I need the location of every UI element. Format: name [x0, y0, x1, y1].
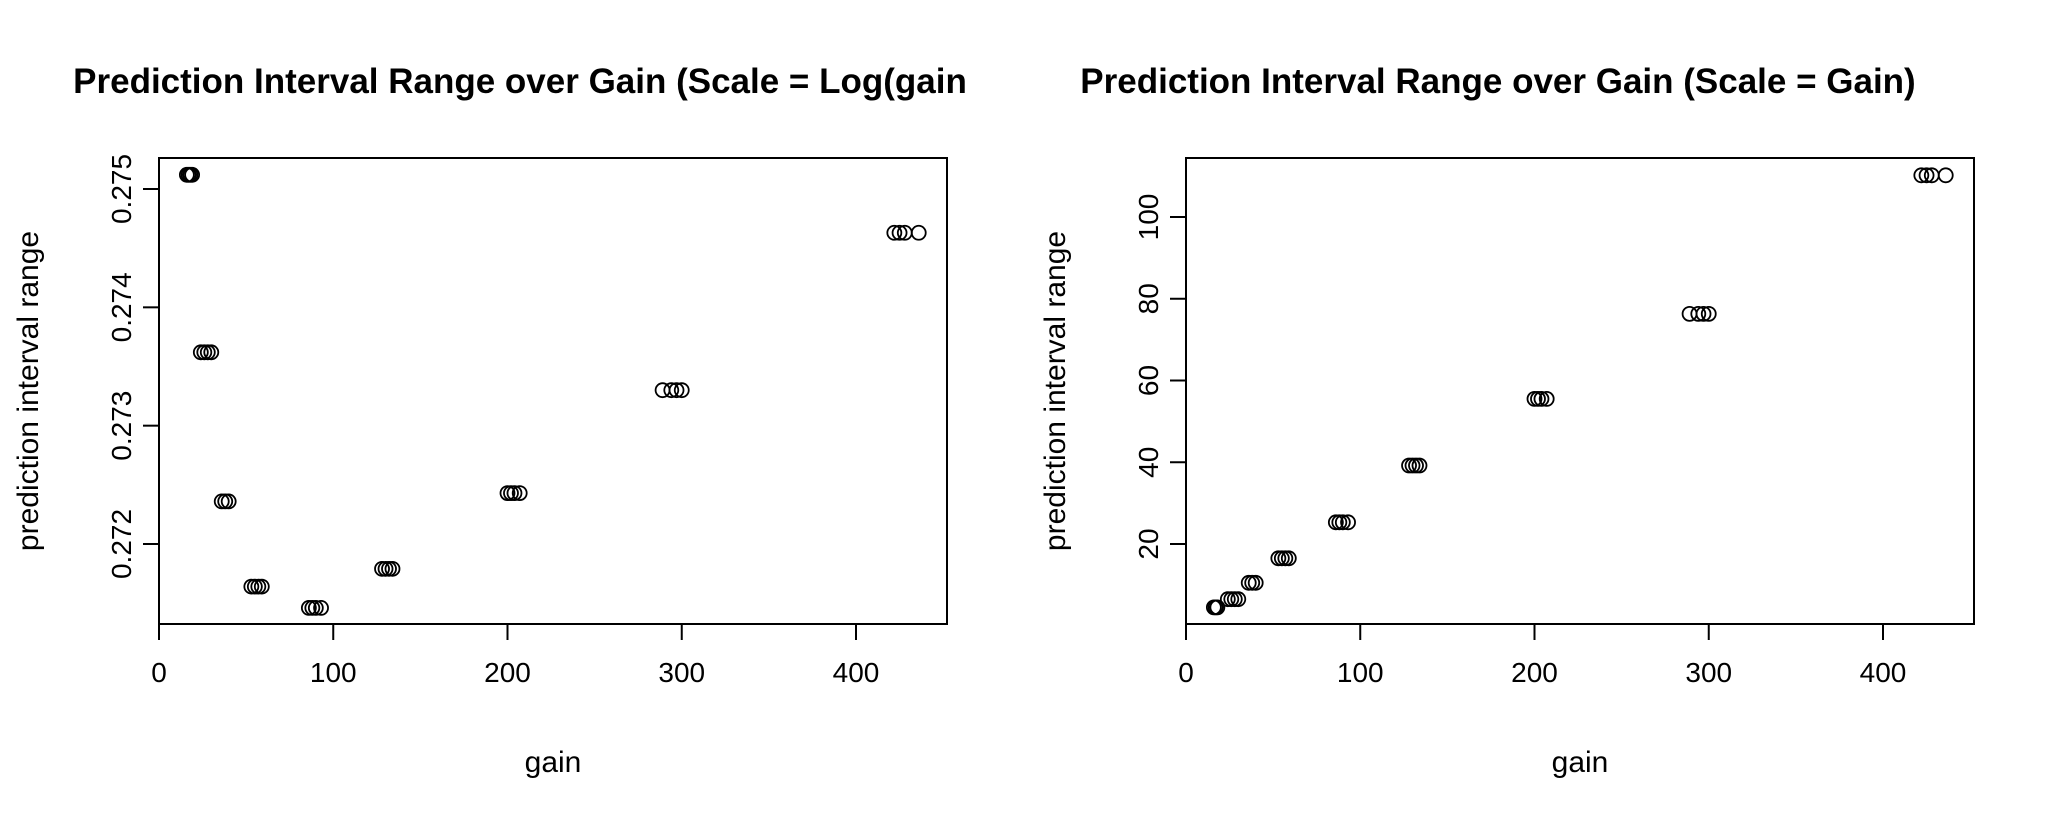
data-point	[184, 166, 201, 183]
data-point	[1247, 574, 1264, 591]
data-point	[253, 578, 270, 595]
y-tick-label: 0.275	[106, 154, 137, 224]
x-axis-label: gain	[525, 746, 582, 779]
data-point	[1913, 167, 1930, 184]
data-point	[1334, 514, 1351, 531]
x-tick-label: 300	[658, 657, 705, 688]
data-point	[506, 485, 523, 502]
data-point	[1700, 305, 1717, 322]
data-point	[1918, 167, 1935, 184]
data-point	[1690, 305, 1707, 322]
y-axis-label: prediction interval range	[12, 231, 45, 551]
data-point	[313, 600, 329, 616]
plot-frame	[1185, 157, 1975, 625]
data-point	[886, 224, 903, 241]
data-point	[1244, 574, 1261, 591]
data-point	[1230, 591, 1247, 608]
chart-gain-scale: Prediction Interval Range over Gain (Sca…	[1039, 62, 1975, 779]
data-point	[217, 493, 234, 510]
data-point	[668, 382, 685, 399]
data-point	[910, 224, 927, 241]
data-point	[511, 485, 528, 502]
chart-title: Prediction Interval Range over Gain (Sca…	[73, 62, 967, 101]
tick-layer: 0 100 200 300 400 20 40 60 80 100	[1133, 194, 1906, 688]
data-point	[384, 560, 401, 577]
y-tick-label: 80	[1133, 283, 1164, 314]
point-layer	[178, 166, 927, 616]
data-point	[1937, 167, 1954, 184]
plot-frame	[158, 157, 948, 625]
data-point	[891, 224, 908, 241]
data-point	[220, 493, 237, 510]
data-point	[1533, 390, 1550, 407]
y-tick-label: 40	[1133, 447, 1164, 478]
tick-layer: 0 100 200 300 400 0.272 0.273 0.274 0.275	[106, 154, 879, 688]
x-axis-label: gain	[1552, 746, 1609, 779]
x-tick-label: 100	[310, 657, 357, 688]
x-tick-label: 400	[833, 657, 880, 688]
data-point	[1280, 550, 1297, 567]
y-tick-label: 0.272	[106, 509, 137, 579]
y-axis-label: prediction interval range	[1039, 231, 1072, 551]
chart-title: Prediction Interval Range over Gain (Sca…	[1080, 62, 1915, 101]
data-point	[307, 600, 324, 616]
y-tick-label: 0.273	[106, 391, 137, 461]
x-tick-label: 0	[1178, 657, 1194, 688]
point-layer	[1205, 167, 1954, 616]
data-point	[673, 382, 690, 399]
x-tick-label: 200	[1511, 657, 1558, 688]
chart-log-scale: Prediction Interval Range over Gain (Sca…	[12, 62, 967, 779]
x-tick-label: 0	[151, 657, 167, 688]
data-point	[1695, 305, 1712, 322]
x-tick-label: 200	[484, 657, 531, 688]
x-tick-label: 400	[1860, 657, 1907, 688]
y-tick-label: 0.274	[106, 272, 137, 342]
data-point	[1209, 599, 1226, 616]
data-point	[663, 382, 680, 399]
x-tick-label: 100	[1337, 657, 1384, 688]
data-point	[203, 344, 220, 361]
x-tick-label: 300	[1685, 657, 1732, 688]
y-tick-label: 20	[1133, 528, 1164, 559]
y-tick-label: 60	[1133, 365, 1164, 396]
data-point	[1538, 390, 1555, 407]
data-point	[1411, 457, 1428, 474]
y-tick-label: 100	[1133, 194, 1164, 241]
data-point	[1340, 514, 1356, 531]
